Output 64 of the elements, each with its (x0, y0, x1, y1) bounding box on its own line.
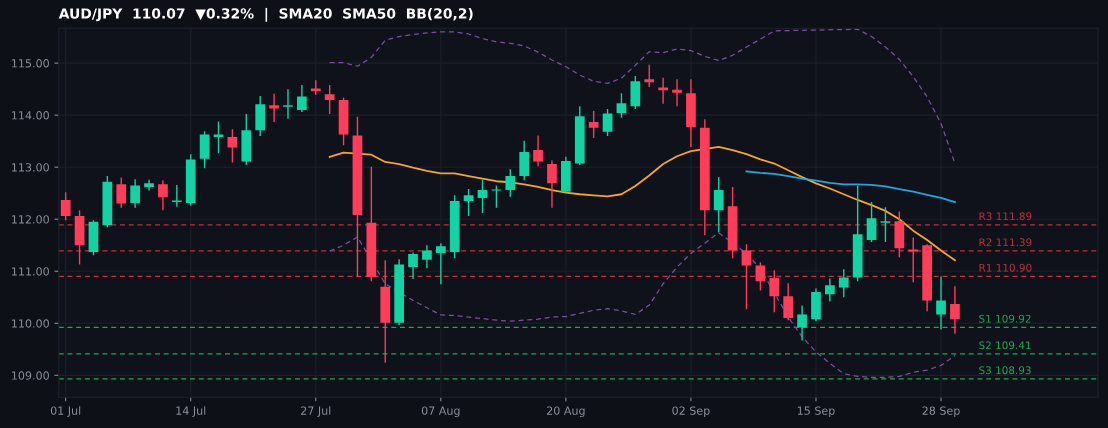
chart-title: AUD/JPY 110.07 ▼0.32% | SMA20 SMA50 BB(20,2) (58, 7, 473, 22)
candlestick (463, 188, 474, 217)
ref-line-label: R1 110.90 (979, 263, 1032, 272)
line-series (745, 170, 956, 203)
candlestick (547, 159, 557, 209)
line-series (329, 232, 956, 379)
y-tick-label: 114.00 (12, 111, 49, 120)
y-tick-label: 113.00 (12, 163, 49, 172)
candlestick (116, 176, 127, 209)
x-tick-label: 02 Sep (672, 406, 710, 417)
candlestick (324, 84, 335, 115)
candlestick (519, 139, 530, 181)
ref-line-label: R2 111.39 (979, 238, 1032, 247)
candlestick (602, 108, 613, 137)
y-tick-label: 109.00 (12, 371, 49, 380)
candlestick (644, 63, 655, 88)
x-tick-label: 15 Sep (797, 406, 835, 417)
x-tick-label: 07 Aug (421, 406, 460, 417)
candlestick (588, 110, 599, 139)
candlestick (491, 184, 502, 209)
candlestick (422, 244, 432, 269)
candlestick (533, 134, 543, 167)
x-tick-label: 14 Jul (176, 406, 206, 417)
x-tick-label: 20 Aug (547, 406, 585, 417)
candlestick (60, 191, 71, 221)
candlestick (825, 277, 835, 303)
candlestick (158, 179, 168, 212)
ref-line-label: R3 111.89 (979, 212, 1032, 221)
y-tick-label: 115.00 (12, 59, 49, 68)
x-tick-label: 27 Jul (301, 406, 331, 417)
ref-line-label: S1 109.92 (979, 314, 1031, 323)
candlestick (783, 282, 794, 321)
candlestick (741, 243, 752, 310)
candlestick (936, 275, 946, 331)
candlestick (477, 178, 488, 214)
candlestick (408, 251, 418, 280)
candlestick (171, 184, 182, 208)
x-tick-label: 28 Sep (922, 406, 960, 417)
candlestick (130, 178, 141, 209)
candlestick (866, 201, 877, 243)
candlestick (880, 206, 891, 243)
candlestick (505, 168, 516, 198)
y-tick-label: 111.00 (12, 267, 49, 276)
candlestick (144, 178, 154, 192)
candlestick (797, 304, 807, 342)
ref-line-label: S3 108.93 (979, 366, 1031, 375)
y-tick-label: 112.00 (12, 215, 49, 224)
candlestick (269, 93, 279, 123)
line-series (329, 28, 956, 165)
ref-line-label: S2 109.41 (979, 341, 1031, 350)
candlestick (672, 78, 682, 107)
y-tick-label: 110.00 (12, 319, 49, 328)
candlestick (283, 88, 293, 120)
candlestick (950, 285, 960, 335)
candlestick (908, 236, 919, 283)
x-tick-label: 01 Jul (50, 406, 81, 417)
candlestick (213, 120, 224, 154)
candlestick (713, 176, 724, 233)
candlestick (435, 242, 446, 285)
line-series (328, 145, 956, 262)
candlestick (769, 269, 780, 314)
candlestick (838, 268, 849, 298)
candlestick (616, 92, 627, 119)
candlestick (297, 84, 307, 113)
